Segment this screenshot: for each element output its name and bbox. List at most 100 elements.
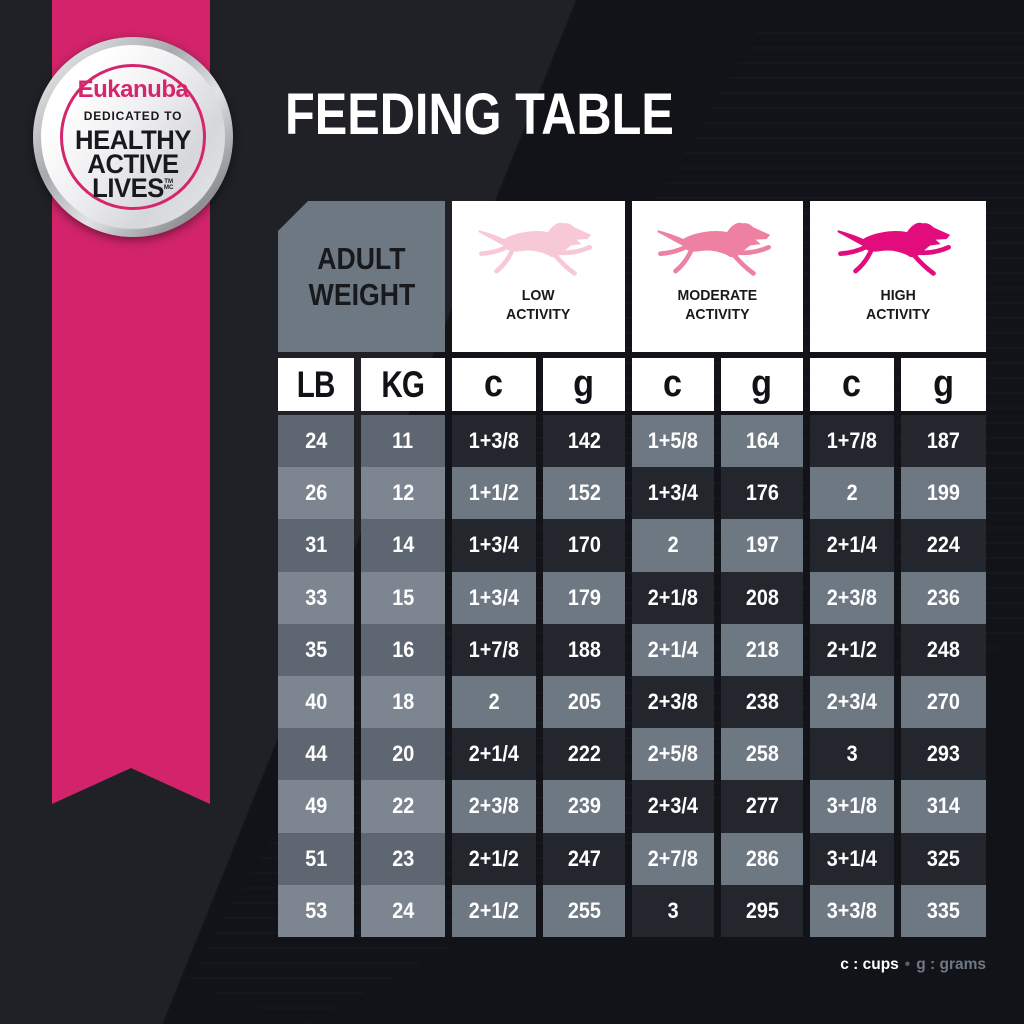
table-cell: 3+1/4 (810, 832, 894, 885)
table-cell: 40 (278, 675, 354, 729)
badge-line-active: ACTIVE (87, 149, 179, 179)
table-cell: 247 (543, 832, 625, 885)
unit-header-g-5: g (721, 358, 803, 411)
table-cell: 197 (721, 519, 803, 572)
low-activity-header: LOW ACTIVITY (452, 201, 625, 352)
table-row: 31 14 1+3/4 170 2 197 2+1/4 224 (278, 519, 986, 572)
trademark-mark: TM MC (164, 178, 174, 191)
table-cell: 270 (901, 675, 986, 729)
table-cell: 176 (721, 467, 803, 520)
table-cell: 325 (901, 832, 986, 885)
table-cell: 1+3/8 (452, 415, 536, 468)
badge-lives-word: LIVES (92, 173, 165, 203)
table-cell: 49 (278, 780, 354, 833)
table-cell: 2+1/2 (810, 623, 894, 676)
adult-weight-header: ADULT WEIGHT (278, 201, 445, 352)
table-cell: 22 (361, 780, 445, 833)
high-activity-header: HIGH ACTIVITY (810, 201, 986, 352)
unit-header-g-7: g (901, 358, 986, 411)
badge-face: Eukanuba DEDICATED TO HEALTHY ACTIVE LIV… (41, 45, 225, 229)
table-cell: 11 (361, 415, 445, 468)
table-cell: 208 (721, 571, 803, 624)
table-row: 40 18 2 205 2+3/8 238 2+3/4 270 (278, 675, 986, 729)
table-cell: 2+1/4 (452, 728, 536, 781)
table-cell: 286 (721, 832, 803, 885)
table-cell: 3+3/8 (810, 884, 894, 937)
table-row: 51 23 2+1/2 247 2+7/8 286 3+1/4 325 (278, 832, 986, 885)
table-cell: 1+3/4 (632, 467, 714, 520)
table-cell: 14 (361, 519, 445, 572)
page-title: FEEDING TABLE (285, 82, 674, 147)
table-cell: 2+3/4 (810, 675, 894, 729)
brand-logo-text: Eukanuba (77, 76, 189, 103)
table-row: 53 24 2+1/2 255 3 295 3+3/8 335 (278, 884, 986, 937)
table-cell: 44 (278, 728, 354, 781)
table-row: 26 12 1+1/2 152 1+3/4 176 2 199 (278, 467, 986, 520)
feeding-table: ADULT WEIGHT LOW ACTIVITY MODERATE ACTIV… (278, 201, 986, 937)
table-body: 24 11 1+3/8 142 1+5/8 164 1+7/8 187 26 12 1+1/2 152… (278, 415, 986, 937)
table-cell: 26 (278, 467, 354, 520)
unit-header-c-6: c (810, 358, 894, 411)
eukanuba-badge: Eukanuba DEDICATED TO HEALTHY ACTIVE LIV… (33, 37, 233, 237)
table-cell: 187 (901, 415, 986, 468)
table-cell: 314 (901, 780, 986, 833)
table-cell: 277 (721, 780, 803, 833)
table-cell: 2+3/8 (632, 675, 714, 729)
table-row: 35 16 1+7/8 188 2+1/4 218 2+1/2 248 (278, 623, 986, 676)
table-cell: 152 (543, 467, 625, 520)
unit-header-row: LB KG c g c g c g (278, 358, 986, 411)
table-cell: 2 (632, 519, 714, 572)
table-cell: 35 (278, 623, 354, 676)
table-cell: 293 (901, 728, 986, 781)
unit-header-lb-0: LB (278, 358, 354, 411)
legend-cups: c : cups (840, 956, 899, 973)
table-cell: 199 (901, 467, 986, 520)
unit-header-g-3: g (543, 358, 625, 411)
table-cell: 2 (452, 675, 536, 729)
table-cell: 2+7/8 (632, 832, 714, 885)
table-cell: 188 (543, 623, 625, 676)
table-cell: 31 (278, 519, 354, 572)
legend-grams: g : grams (916, 956, 986, 973)
table-cell: 179 (543, 571, 625, 624)
table-cell: 239 (543, 780, 625, 833)
table-cell: 2+1/2 (452, 884, 536, 937)
running-dog-icon (654, 214, 782, 284)
table-cell: 51 (278, 832, 354, 885)
table-cell: 222 (543, 728, 625, 781)
table-row: 49 22 2+3/8 239 2+3/4 277 3+1/8 314 (278, 780, 986, 833)
table-cell: 2+3/8 (452, 780, 536, 833)
table-cell: 2+3/8 (810, 571, 894, 624)
table-row: 33 15 1+3/4 179 2+1/8 208 2+3/8 236 (278, 571, 986, 624)
table-cell: 258 (721, 728, 803, 781)
table-cell: 248 (901, 623, 986, 676)
table-cell: 23 (361, 832, 445, 885)
running-dog-icon (475, 214, 603, 284)
badge-text: Eukanuba DEDICATED TO HEALTHY ACTIVE LIV… (41, 45, 225, 229)
table-cell: 335 (901, 884, 986, 937)
table-cell: 53 (278, 884, 354, 937)
unit-header-c-4: c (632, 358, 714, 411)
table-cell: 1+7/8 (452, 623, 536, 676)
table-row: 44 20 2+1/4 222 2+5/8 258 3 293 (278, 728, 986, 781)
table-cell: 24 (361, 884, 445, 937)
table-cell: 170 (543, 519, 625, 572)
table-cell: 164 (721, 415, 803, 468)
badge-pink-ring (60, 64, 206, 210)
table-cell: 2+1/2 (452, 832, 536, 885)
table-cell: 2 (810, 467, 894, 520)
table-cell: 3 (810, 728, 894, 781)
table-cell: 238 (721, 675, 803, 729)
table-cell: 1+1/2 (452, 467, 536, 520)
table-cell: 33 (278, 571, 354, 624)
table-cell: 20 (361, 728, 445, 781)
table-cell: 295 (721, 884, 803, 937)
low-activity-label: LOW ACTIVITY (506, 287, 571, 323)
table-cell: 16 (361, 623, 445, 676)
unit-header-c-2: c (452, 358, 536, 411)
table-cell: 142 (543, 415, 625, 468)
table-cell: 1+3/4 (452, 571, 536, 624)
units-legend: c : cups • g : grams (840, 956, 986, 974)
badge-dedication-text: DEDICATED TO (83, 109, 183, 123)
